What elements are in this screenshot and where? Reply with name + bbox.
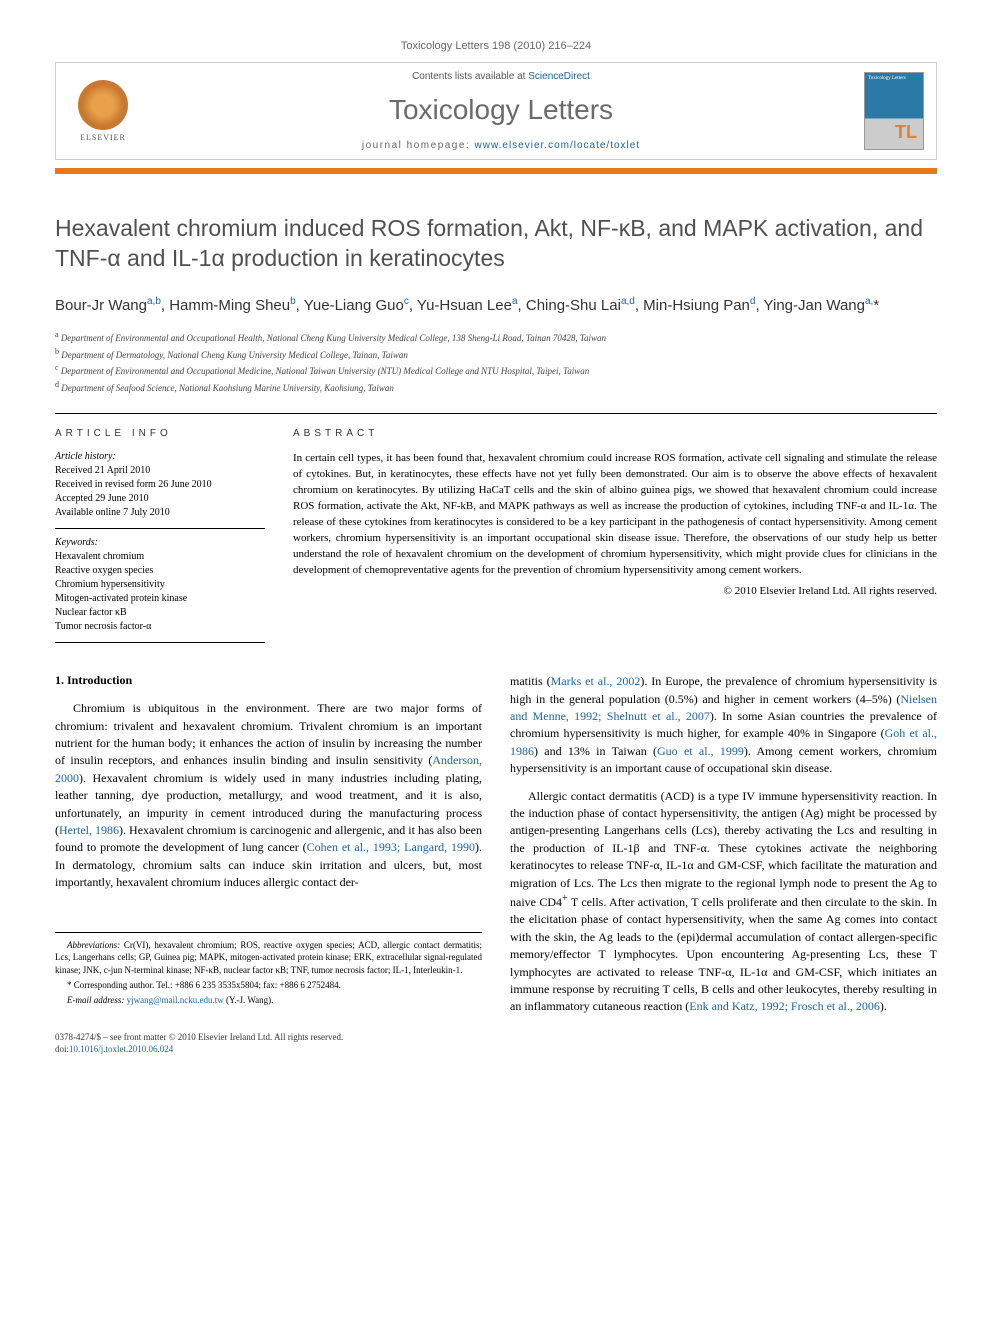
abstract-text: In certain cell types, it has been found… [293, 451, 937, 579]
para-intro-1: Chromium is ubiquitous in the environmen… [55, 700, 482, 891]
homepage-prefix: journal homepage: [362, 140, 475, 151]
para-col2-2: Allergic contact dermatitis (ACD) is a t… [510, 788, 937, 1016]
affiliations: a Department of Environmental and Occupa… [55, 329, 937, 395]
keywords-head: Keywords: [55, 537, 265, 548]
history-line: Received in revised form 26 June 2010 [55, 478, 265, 492]
email-label: E-mail address: [67, 995, 124, 1005]
affiliation-line: a Department of Environmental and Occupa… [55, 329, 937, 346]
abbrev-text: Cr(VI), hexavalent chromium; ROS, reacti… [55, 940, 482, 975]
contents-line: Contents lists available at ScienceDirec… [138, 71, 864, 82]
abbreviations: Abbreviations: Cr(VI), hexavalent chromi… [55, 939, 482, 977]
citation[interactable]: Cohen et al., 1993; Langard, 1990 [307, 840, 475, 854]
cover-label: Toxicology Letters [868, 76, 906, 81]
email-line: E-mail address: yjwang@mail.ncku.edu.tw … [55, 994, 482, 1007]
elsevier-tree-icon [78, 80, 128, 130]
email-link[interactable]: yjwang@mail.ncku.edu.tw [127, 995, 224, 1005]
keyword-item: Hexavalent chromium [55, 550, 265, 564]
article-info-label: article info [55, 428, 265, 439]
cover-thumbnail: Toxicology Letters [864, 72, 924, 150]
keyword-item: Reactive oxygen species [55, 564, 265, 578]
elsevier-label: ELSEVIER [80, 133, 126, 142]
citation[interactable]: Anderson, 2000 [55, 753, 482, 784]
keyword-item: Nuclear factor κB [55, 606, 265, 620]
section-num: 1. [55, 673, 64, 687]
abbrev-label: Abbreviations: [67, 940, 120, 950]
affiliation-line: b Department of Dermatology, National Ch… [55, 346, 937, 363]
orange-divider [55, 168, 937, 174]
affiliation-line: d Department of Seafood Science, Nationa… [55, 379, 937, 396]
corresponding-author: * Corresponding author. Tel.: +886 6 235… [55, 979, 482, 992]
keyword-item: Tumor necrosis factor-α [55, 620, 265, 634]
contents-prefix: Contents lists available at [412, 71, 528, 82]
column-left: 1. Introduction Chromium is ubiquitous i… [55, 673, 482, 1055]
abstract-label: abstract [293, 428, 937, 439]
citation[interactable]: Marks et al., 2002 [551, 674, 641, 688]
elsevier-logo: ELSEVIER [68, 74, 138, 149]
column-right: matitis (Marks et al., 2002). In Europe,… [510, 673, 937, 1055]
doi-link[interactable]: 10.1016/j.toxlet.2010.06.024 [69, 1044, 173, 1054]
copyright-line: © 2010 Elsevier Ireland Ltd. All rights … [293, 585, 937, 597]
section-heading-1: 1. Introduction [55, 673, 482, 688]
doi-label: doi: [55, 1044, 69, 1054]
article-title: Hexavalent chromium induced ROS formatio… [55, 214, 937, 274]
footnotes: Abbreviations: Cr(VI), hexavalent chromi… [55, 932, 482, 1007]
journal-name: Toxicology Letters [138, 94, 864, 126]
history-line: Received 21 April 2010 [55, 464, 265, 478]
affiliation-line: c Department of Environmental and Occupa… [55, 362, 937, 379]
journal-header: ELSEVIER Contents lists available at Sci… [55, 62, 937, 160]
issn-copyright: 0378-4274/$ – see front matter © 2010 El… [55, 1031, 482, 1056]
keyword-item: Mitogen-activated protein kinase [55, 592, 265, 606]
citation[interactable]: Enk and Katz, 1992; Frosch et al., 2006 [689, 999, 880, 1013]
doi-line: doi:10.1016/j.toxlet.2010.06.024 [55, 1043, 482, 1056]
history-line: Available online 7 July 2010 [55, 506, 265, 520]
homepage-line: journal homepage: www.elsevier.com/locat… [138, 140, 864, 151]
homepage-link[interactable]: www.elsevier.com/locate/toxlet [475, 140, 641, 151]
running-head: Toxicology Letters 198 (2010) 216–224 [55, 40, 937, 52]
citation[interactable]: Guo et al., 1999 [657, 744, 744, 758]
para-col2-1: matitis (Marks et al., 2002). In Europe,… [510, 673, 937, 777]
keywords-block: Keywords: Hexavalent chromiumReactive ox… [55, 537, 265, 643]
citation[interactable]: Nielsen and Menne, 1992; Shelnutt et al.… [510, 692, 937, 723]
section-title: Introduction [67, 673, 132, 687]
author-list: Bour-Jr Wanga,b, Hamm-Ming Sheub, Yue-Li… [55, 294, 937, 318]
keyword-item: Chromium hypersensitivity [55, 578, 265, 592]
article-history: Article history: Received 21 April 2010R… [55, 451, 265, 529]
email-suffix: (Y.-J. Wang). [224, 995, 274, 1005]
front-matter: 0378-4274/$ – see front matter © 2010 El… [55, 1031, 482, 1044]
history-line: Accepted 29 June 2010 [55, 492, 265, 506]
history-head: Article history: [55, 451, 265, 462]
sciencedirect-link[interactable]: ScienceDirect [528, 71, 590, 82]
citation[interactable]: Hertel, 1986 [59, 823, 119, 837]
